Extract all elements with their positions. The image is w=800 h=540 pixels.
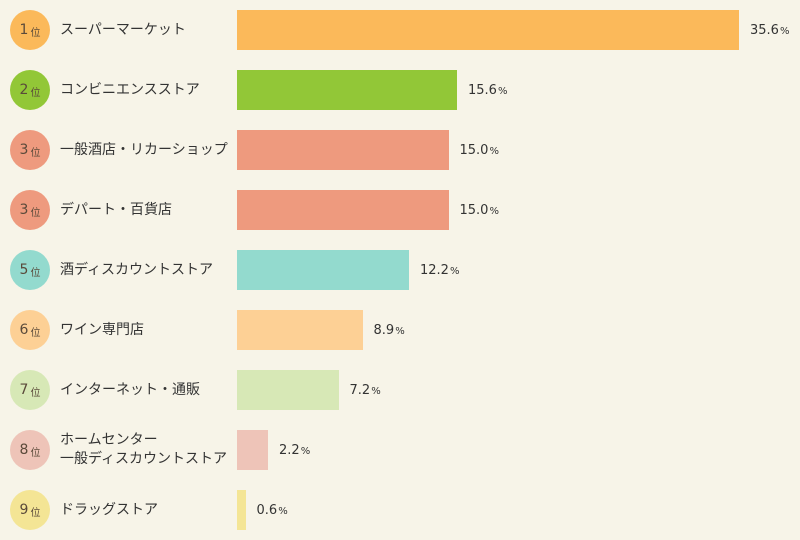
category-label: ドラッグストア — [60, 490, 235, 530]
value-unit: % — [489, 205, 499, 217]
bar — [237, 130, 449, 170]
value-unit: % — [371, 385, 381, 397]
bar — [237, 70, 457, 110]
rank-number: 2 — [19, 82, 29, 98]
rank-number: 1 — [19, 22, 29, 38]
category-label: デパート・百貨店 — [60, 190, 235, 230]
rank-suffix: 位 — [30, 388, 41, 399]
value-label: 15.0% — [460, 190, 499, 230]
rank-number: 3 — [19, 142, 29, 158]
category-label: ホームセンター一般ディスカウントストア — [60, 430, 235, 470]
rank-number: 5 — [19, 262, 29, 278]
rank-suffix: 位 — [30, 148, 41, 159]
rank-number: 8 — [19, 442, 29, 458]
category-label: インターネット・通販 — [60, 370, 235, 410]
rank-number: 9 — [19, 502, 29, 518]
category-label-line: コンビニエンスストア — [60, 81, 200, 98]
rank-suffix: 位 — [30, 208, 41, 219]
value-label: 15.6% — [468, 70, 507, 110]
value-label: 7.2% — [350, 370, 381, 410]
bar — [237, 10, 739, 50]
rank-number: 7 — [19, 382, 29, 398]
value-label: 35.6% — [750, 10, 789, 50]
category-label-line: ホームセンター — [60, 432, 158, 448]
value-unit: % — [779, 25, 790, 37]
value-number: 15.0 — [459, 202, 489, 218]
value-number: 2.2 — [279, 442, 300, 458]
value-number: 15.0 — [459, 142, 489, 158]
rank-suffix: 位 — [30, 328, 41, 339]
value-unit: % — [449, 265, 460, 277]
rank-suffix: 位 — [30, 268, 41, 279]
category-label: 一般酒店・リカーショップ — [60, 130, 235, 170]
rank-suffix: 位 — [30, 88, 41, 99]
rank-number: 6 — [19, 322, 29, 338]
category-label-line: インターネット・通販 — [60, 381, 200, 398]
category-label-line: ドラッグストア — [60, 501, 158, 518]
value-unit: % — [395, 325, 405, 337]
category-label: ワイン専門店 — [60, 310, 235, 350]
rank-number: 3 — [19, 202, 29, 218]
value-number: 35.6 — [750, 22, 779, 38]
rank-suffix: 位 — [30, 448, 41, 459]
category-label-line: ワイン専門店 — [60, 321, 144, 338]
value-number: 0.6 — [256, 502, 278, 518]
category-label-line: 一般ディスカウントストア — [60, 451, 228, 467]
category-label-line: デパート・百貨店 — [60, 201, 172, 218]
value-label: 8.9% — [374, 310, 405, 350]
category-label-line: スーパーマーケット — [60, 21, 186, 38]
rank-suffix: 位 — [30, 508, 41, 519]
value-number: 15.6 — [468, 82, 497, 98]
bar — [237, 310, 363, 350]
category-label: スーパーマーケット — [60, 10, 235, 50]
category-label: コンビニエンスストア — [60, 70, 235, 110]
value-label: 0.6% — [257, 490, 288, 530]
bar — [237, 430, 268, 470]
value-label: 2.2% — [279, 430, 310, 470]
bar — [237, 190, 449, 230]
rank-suffix: 位 — [30, 28, 41, 39]
value-label: 15.0% — [460, 130, 499, 170]
value-unit: % — [497, 85, 508, 97]
value-number: 7.2 — [349, 382, 371, 398]
value-unit: % — [489, 145, 499, 157]
value-number: 8.9 — [373, 322, 395, 338]
value-number: 12.2 — [420, 262, 449, 278]
bar — [237, 370, 339, 410]
value-unit: % — [278, 505, 288, 517]
category-label-line: 酒ディスカウントストア — [60, 261, 214, 278]
category-label-line: 一般酒店・リカーショップ — [60, 141, 228, 158]
bar — [237, 250, 409, 290]
category-label: 酒ディスカウントストア — [60, 250, 235, 290]
bar — [237, 490, 246, 530]
value-label: 12.2% — [420, 250, 459, 290]
value-unit: % — [300, 445, 311, 457]
